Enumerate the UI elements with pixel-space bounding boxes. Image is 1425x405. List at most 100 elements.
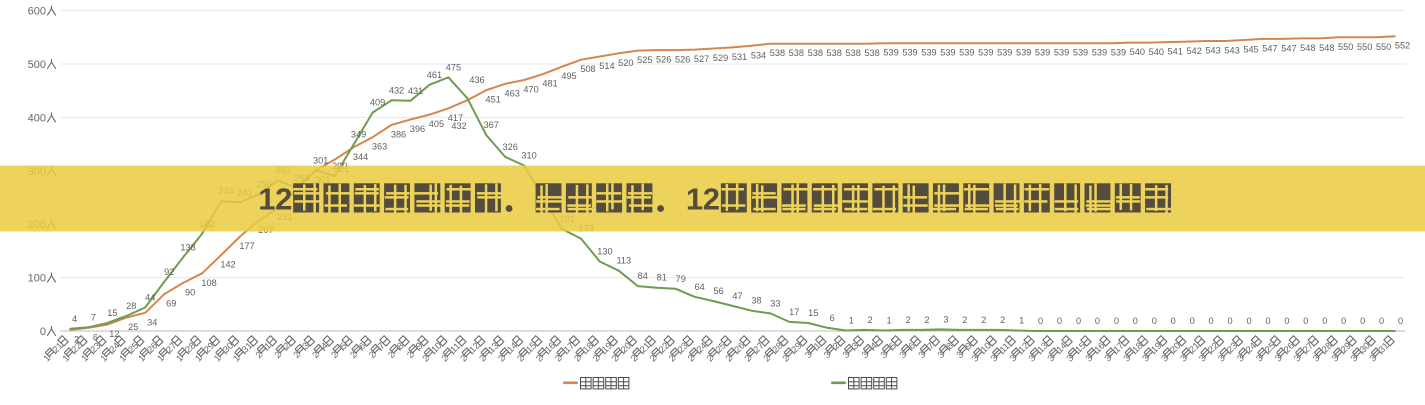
svg-text:2: 2: [496, 353, 507, 364]
svg-text:539: 539: [940, 48, 955, 58]
svg-text:0: 0: [1171, 316, 1176, 326]
svg-text:3: 3: [970, 353, 981, 364]
svg-text:1: 1: [117, 353, 128, 364]
svg-text:400: 400: [28, 112, 46, 124]
svg-text:301: 301: [313, 155, 328, 165]
svg-text:2: 2: [515, 353, 526, 364]
svg-text:4: 4: [869, 341, 880, 352]
svg-text:2: 2: [629, 353, 640, 364]
svg-text:2: 2: [705, 353, 716, 364]
svg-text:526: 526: [656, 55, 671, 65]
svg-text:79: 79: [676, 274, 686, 284]
svg-text:2: 2: [281, 341, 292, 352]
svg-text:1: 1: [686, 182, 703, 217]
svg-text:0: 0: [1284, 316, 1289, 326]
svg-text:2: 2: [439, 353, 450, 364]
svg-text:3: 3: [989, 353, 1000, 364]
svg-text:539: 539: [1092, 48, 1107, 58]
svg-text:0: 0: [1246, 316, 1251, 326]
svg-text:2: 2: [1000, 315, 1005, 325]
svg-text:1: 1: [61, 353, 72, 364]
svg-text:539: 539: [1073, 48, 1088, 58]
svg-text:4: 4: [319, 341, 330, 352]
svg-text:547: 547: [1262, 43, 1277, 53]
svg-text:3: 3: [1349, 353, 1360, 364]
svg-text:7: 7: [376, 341, 387, 352]
svg-text:3: 3: [917, 349, 928, 360]
svg-text:2: 2: [831, 341, 842, 352]
svg-text:0: 0: [1152, 316, 1157, 326]
svg-text:138: 138: [180, 242, 195, 252]
svg-text:2: 2: [743, 353, 754, 364]
svg-text:5: 5: [887, 341, 898, 352]
svg-text:0: 0: [1114, 316, 1119, 326]
svg-text:56: 56: [713, 286, 723, 296]
svg-text:0: 0: [1360, 316, 1365, 326]
svg-text:1: 1: [1019, 316, 1024, 326]
svg-text:3: 3: [850, 341, 861, 352]
svg-text:326: 326: [503, 142, 518, 152]
svg-text:2: 2: [962, 315, 967, 325]
svg-text:2: 2: [703, 182, 720, 217]
svg-text:2: 2: [534, 353, 545, 364]
svg-text:0: 0: [1057, 316, 1062, 326]
svg-text:2: 2: [572, 353, 583, 364]
svg-text:2: 2: [458, 353, 469, 364]
svg-text:3: 3: [1084, 353, 1095, 364]
svg-text:396: 396: [410, 124, 425, 134]
svg-text:2: 2: [291, 349, 302, 360]
svg-text:1: 1: [262, 341, 273, 352]
svg-text:3: 3: [1065, 353, 1076, 364]
svg-text:3: 3: [1121, 353, 1132, 364]
svg-text:2: 2: [868, 315, 873, 325]
svg-text:461: 461: [427, 70, 442, 80]
svg-text:8: 8: [395, 341, 406, 352]
svg-text:409: 409: [370, 98, 385, 108]
svg-text:367: 367: [484, 120, 499, 130]
svg-text:34: 34: [147, 317, 157, 327]
svg-text:470: 470: [523, 85, 538, 95]
svg-text:2: 2: [761, 353, 772, 364]
svg-text:1: 1: [849, 316, 854, 326]
svg-text:3: 3: [1008, 353, 1019, 364]
svg-text:495: 495: [561, 71, 576, 81]
svg-text:0: 0: [40, 326, 46, 338]
svg-text:15: 15: [808, 308, 818, 318]
svg-text:525: 525: [637, 55, 652, 65]
svg-text:432: 432: [451, 121, 466, 131]
svg-text:2: 2: [905, 315, 910, 325]
svg-text:3: 3: [1330, 353, 1341, 364]
svg-text:2: 2: [348, 349, 359, 360]
svg-text:6: 6: [830, 313, 835, 323]
svg-text:3: 3: [954, 349, 965, 360]
svg-text:2: 2: [367, 349, 378, 360]
svg-text:344: 344: [353, 152, 368, 162]
svg-text:3: 3: [936, 349, 947, 360]
svg-text:2: 2: [610, 353, 621, 364]
svg-text:550: 550: [1338, 42, 1353, 52]
svg-text:2: 2: [924, 315, 929, 325]
svg-text:539: 539: [1054, 48, 1069, 58]
svg-text:33: 33: [770, 298, 780, 308]
svg-text:0: 0: [1398, 316, 1403, 326]
svg-text:1: 1: [887, 316, 892, 326]
svg-text:1: 1: [231, 353, 242, 364]
svg-text:1: 1: [155, 353, 166, 364]
svg-text:436: 436: [469, 75, 484, 85]
svg-text:3: 3: [841, 349, 852, 360]
svg-text:552: 552: [1395, 41, 1410, 51]
svg-text:2: 2: [310, 349, 321, 360]
svg-text:84: 84: [638, 271, 648, 281]
svg-text:547: 547: [1281, 43, 1296, 53]
svg-text:17: 17: [789, 307, 799, 317]
svg-text:539: 539: [1035, 48, 1050, 58]
svg-text:3: 3: [860, 349, 871, 360]
svg-text:531: 531: [732, 52, 747, 62]
svg-text:3: 3: [879, 349, 890, 360]
svg-text:113: 113: [616, 256, 631, 266]
svg-text:2: 2: [405, 349, 416, 360]
svg-text:90: 90: [185, 287, 195, 297]
svg-text:1: 1: [812, 341, 823, 352]
svg-text:8: 8: [944, 341, 955, 352]
svg-text:3: 3: [898, 349, 909, 360]
